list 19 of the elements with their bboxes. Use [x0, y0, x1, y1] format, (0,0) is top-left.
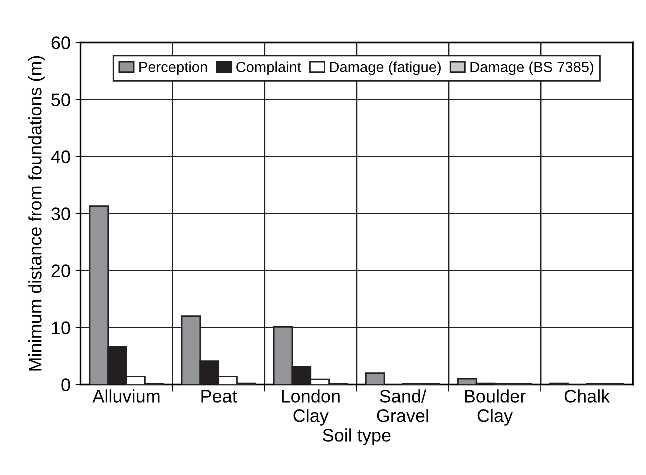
- x-tick-label: Sand/ Gravel: [377, 390, 428, 422]
- y-tick-label: 0: [62, 378, 70, 392]
- x-tick-label: Boulder Clay: [465, 390, 526, 426]
- x-tick-label: Peat: [202, 390, 238, 403]
- y-tick-label: 30: [52, 208, 70, 220]
- y-axis-title: Minimum distance from foundations (m): [28, 56, 46, 371]
- legend-label: Damage (fatigue): [330, 62, 441, 76]
- x-tick-label: Alluvium: [92, 390, 160, 403]
- y-tick-label: 50: [52, 94, 70, 106]
- y-tick-label: 20: [52, 264, 70, 278]
- y-tick-label: 10: [52, 322, 70, 334]
- y-tick-label: 40: [51, 150, 70, 164]
- legend-label: Perception: [140, 62, 208, 76]
- y-tick-label: 60: [52, 36, 70, 50]
- x-axis-title: Soil type: [323, 428, 391, 446]
- x-tick-label: Chalk: [564, 390, 610, 403]
- x-tick-label: London Clay: [282, 390, 340, 426]
- legend-label: Damage (BS 7385): [470, 62, 594, 76]
- legend-label: Complaint: [236, 62, 302, 76]
